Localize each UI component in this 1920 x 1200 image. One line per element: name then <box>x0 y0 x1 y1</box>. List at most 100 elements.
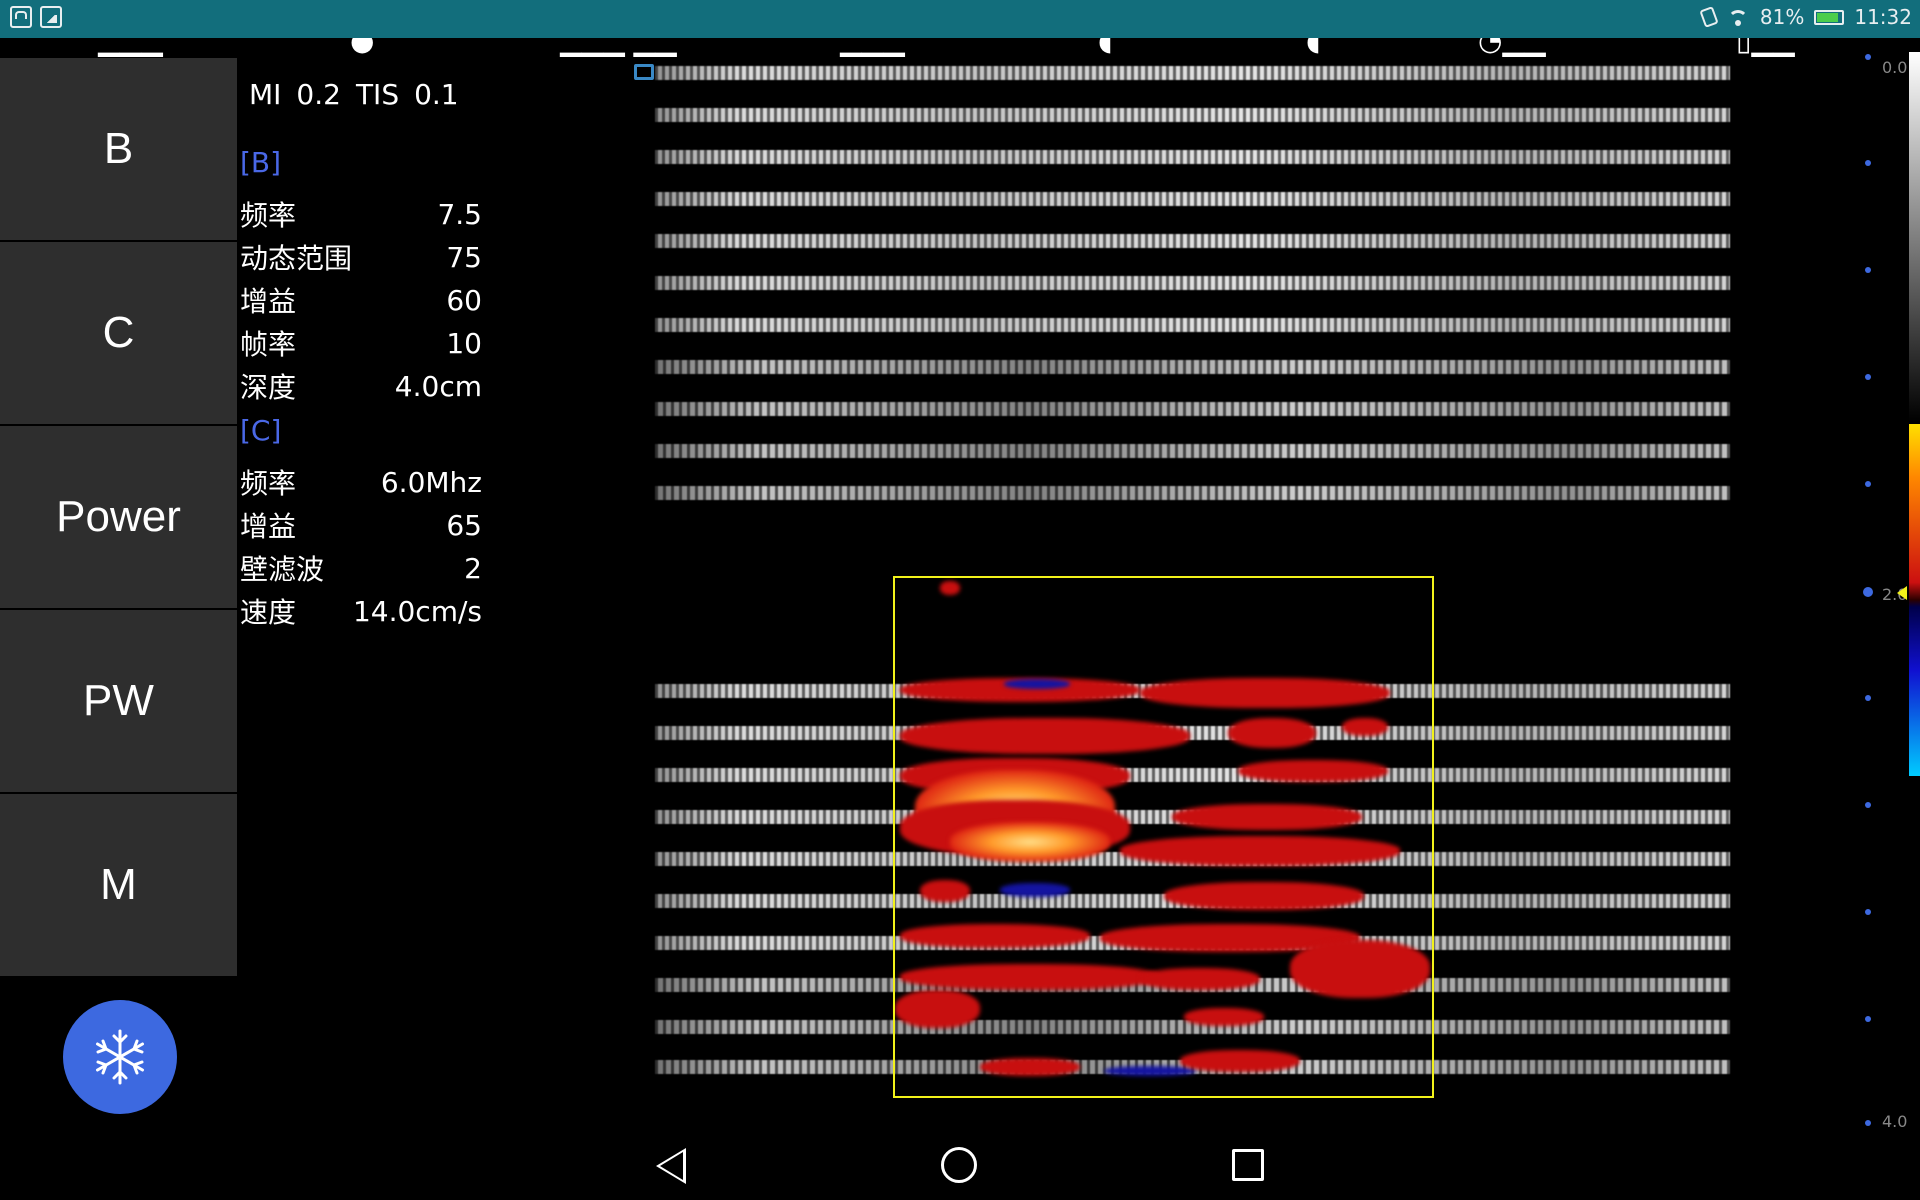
flow-blob-blue <box>1004 679 1070 689</box>
mode-c-button[interactable]: C <box>0 242 237 424</box>
echo-line <box>655 486 1730 500</box>
toolbar-fragment: ▁▁▁ <box>840 38 905 57</box>
mi-value: 0.2 <box>296 78 341 111</box>
param-value: 4.0cm <box>394 369 482 403</box>
param-label: 增益 <box>240 285 297 318</box>
status-bar: 81% 11:32 <box>0 0 1920 38</box>
recent-square-icon[interactable] <box>1232 1149 1264 1181</box>
depth-tick <box>1865 267 1871 273</box>
battery-percent: 81% <box>1759 5 1805 29</box>
param-label: 动态范围 <box>240 242 353 275</box>
flow-blob <box>1140 968 1260 990</box>
wifi-icon <box>1726 8 1750 26</box>
param-label: 帧率 <box>240 328 297 361</box>
flow-blob <box>1228 718 1316 748</box>
param-value: 2 <box>464 551 482 585</box>
echo-line <box>655 66 1730 80</box>
safety-indices: MI 0.2 TIS 0.1 <box>249 78 474 111</box>
param-label: 壁滤波 <box>240 553 325 586</box>
flow-blob <box>980 1058 1080 1076</box>
param-label: 速度 <box>240 596 297 629</box>
param-label: 频率 <box>240 467 297 500</box>
depth-tick <box>1865 54 1871 60</box>
echo-line <box>655 234 1730 248</box>
flow-blob-blue <box>1000 883 1070 897</box>
mode-label: PW <box>83 676 154 725</box>
echo-line <box>655 444 1730 458</box>
flow-blob <box>900 718 1190 754</box>
clock: 11:32 <box>1854 5 1912 29</box>
param-row: 速度 14.0cm/s <box>240 591 482 631</box>
flow-blob-blue <box>1104 1066 1196 1076</box>
color-roi-box[interactable] <box>893 576 1434 1098</box>
toolbar-fragment: ● <box>350 38 375 57</box>
snowflake-icon <box>96 1029 144 1085</box>
flow-blob <box>920 880 970 902</box>
echo-line <box>655 108 1730 122</box>
mi-label: MI <box>249 78 282 111</box>
toolbar-fragment: ◖ <box>1306 38 1321 57</box>
flow-blob <box>1184 1008 1264 1026</box>
param-value: 10 <box>446 326 482 360</box>
depth-tick <box>1865 695 1871 701</box>
notification-icons <box>10 6 62 28</box>
param-row: 深度 4.0cm <box>240 366 482 406</box>
toolbar-fragment: ▁▁▁ <box>98 38 163 57</box>
param-row: 频率 7.5 <box>240 194 482 234</box>
flow-blob <box>1172 804 1362 830</box>
echo-line <box>655 360 1730 374</box>
depth-tick <box>1865 160 1871 166</box>
mode-label: Power <box>56 492 181 541</box>
param-label: 频率 <box>240 199 297 232</box>
param-value: 14.0cm/s <box>352 594 482 628</box>
depth-tick <box>1865 374 1871 380</box>
depth-label-top: 0.0 <box>1882 58 1908 77</box>
param-value: 7.5 <box>437 197 482 231</box>
mode-pw-button[interactable]: PW <box>0 610 237 792</box>
notification-image-icon <box>40 6 62 28</box>
depth-tick-major <box>1863 587 1873 597</box>
flow-blob <box>895 990 980 1028</box>
depth-tick <box>1865 1120 1871 1126</box>
system-indicators: 81% 11:32 <box>1699 5 1912 29</box>
freeze-button[interactable] <box>63 1000 177 1114</box>
flow-blob <box>900 924 1090 948</box>
flow-blob <box>1238 760 1388 782</box>
depth-tick <box>1865 909 1871 915</box>
vibrate-icon <box>1699 6 1719 28</box>
echo-line <box>655 150 1730 164</box>
mode-b-button[interactable]: B <box>0 58 237 240</box>
mode-m-button[interactable]: M <box>0 794 237 976</box>
back-triangle-icon[interactable] <box>656 1148 686 1184</box>
flow-blob <box>940 581 960 595</box>
toolbar-fragment: ◔▁▁ <box>1478 38 1546 57</box>
depth-tick <box>1865 1016 1871 1022</box>
mode-label: B <box>103 124 134 173</box>
image-corner-marker <box>634 64 654 80</box>
param-row: 频率 6.0Mhz <box>240 462 482 502</box>
param-value: 75 <box>446 240 482 274</box>
c-section-title: [C] <box>240 414 282 447</box>
flow-blob <box>1120 836 1400 866</box>
navigation-bar <box>0 1132 1920 1200</box>
tis-value: 0.1 <box>414 78 459 111</box>
param-row: 动态范围 75 <box>240 237 482 277</box>
echo-line <box>655 402 1730 416</box>
param-row: 壁滤波 2 <box>240 548 482 588</box>
depth-label-bottom: 4.0 <box>1882 1112 1908 1131</box>
param-value: 60 <box>446 283 482 317</box>
toolbar-fragment: ▯▁▁ <box>1736 38 1795 57</box>
flow-blob <box>1290 940 1430 998</box>
flow-blob <box>1164 882 1364 910</box>
param-label: 深度 <box>240 371 297 404</box>
param-value: 6.0Mhz <box>380 465 482 499</box>
param-value: 65 <box>446 508 482 542</box>
notification-car-icon <box>10 6 32 28</box>
flow-blob <box>1140 678 1390 708</box>
home-circle-icon[interactable] <box>941 1147 977 1183</box>
grayscale-bar <box>1909 52 1920 422</box>
flow-blob-high-velocity <box>950 822 1110 862</box>
depth-tick <box>1865 481 1871 487</box>
flow-blob <box>900 964 1160 990</box>
mode-power-button[interactable]: Power <box>0 426 237 608</box>
